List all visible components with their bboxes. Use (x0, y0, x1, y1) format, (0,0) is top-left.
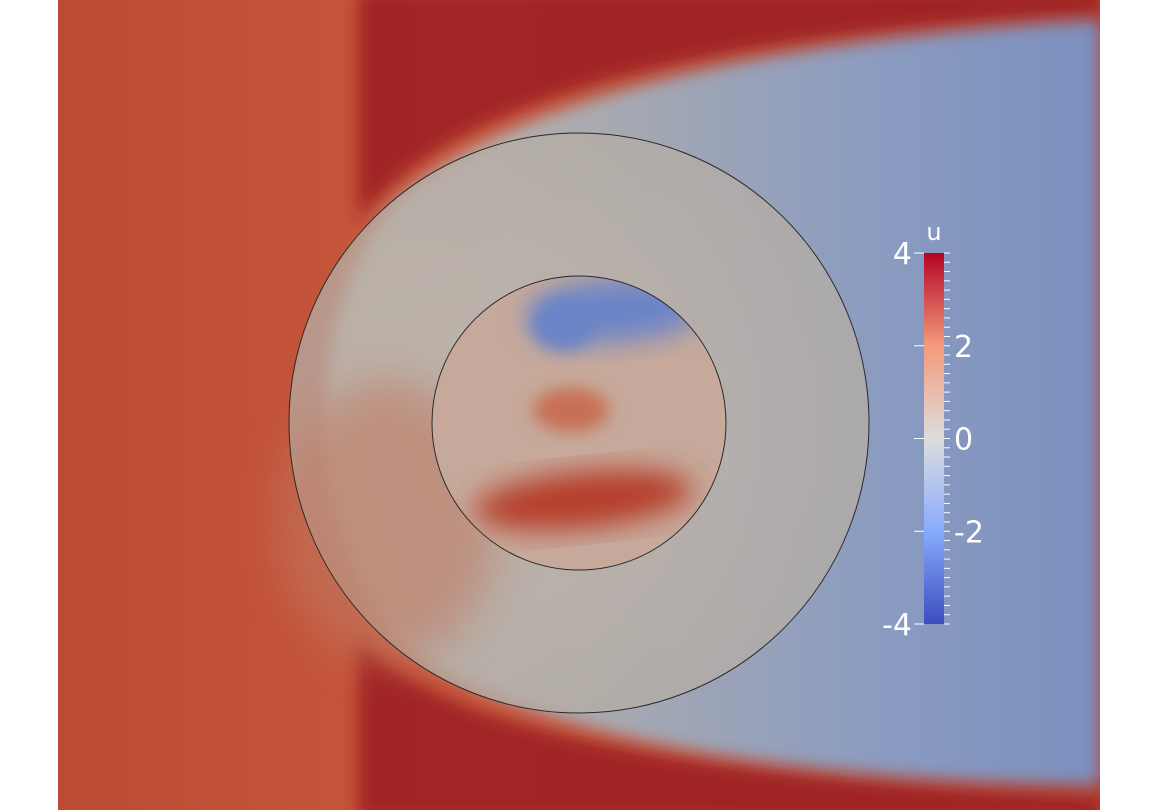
flow-field-plot (58, 0, 1100, 810)
lower-shear-layer (358, 640, 1100, 810)
outer-mesh-boundary (288, 132, 870, 714)
negative-vortex-blob-left (531, 299, 595, 351)
inner-mesh-boundary (431, 275, 727, 571)
upper-shear-layer (358, 0, 1100, 220)
strong-positive-band (473, 469, 693, 531)
positive-vortex-blob (533, 388, 609, 432)
render-view[interactable] (58, 0, 1100, 810)
